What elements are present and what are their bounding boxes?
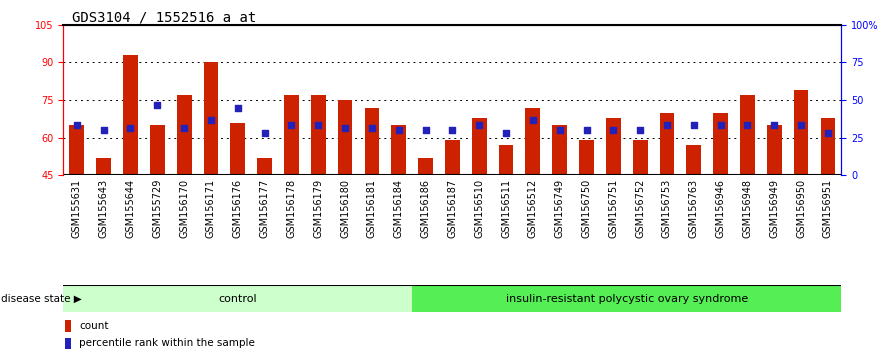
Bar (391, 125, 406, 175)
Bar (499, 145, 514, 175)
Text: GSM156763: GSM156763 (689, 178, 699, 238)
Bar (767, 125, 781, 175)
Bar (65, 320, 71, 332)
Bar (606, 118, 621, 175)
Bar (579, 140, 594, 175)
Point (70, 122, 84, 128)
Bar (311, 95, 326, 175)
Text: GSM156176: GSM156176 (233, 178, 243, 238)
Bar (418, 158, 433, 175)
Point (472, 122, 486, 128)
Point (338, 125, 352, 130)
Text: insulin-resistant polycystic ovary syndrome: insulin-resistant polycystic ovary syndr… (506, 293, 748, 304)
Point (580, 127, 594, 133)
Text: GSM156948: GSM156948 (743, 178, 752, 238)
Point (392, 127, 406, 133)
Point (767, 122, 781, 128)
Point (794, 122, 808, 128)
Bar (337, 100, 352, 175)
Text: count: count (79, 321, 108, 331)
Bar (177, 95, 191, 175)
Point (151, 102, 165, 108)
Bar (96, 158, 111, 175)
Bar (284, 95, 299, 175)
Text: GSM156752: GSM156752 (635, 178, 645, 238)
Text: GSM156180: GSM156180 (340, 178, 350, 238)
Bar (231, 122, 245, 175)
Bar (63, 286, 412, 312)
Bar (740, 95, 755, 175)
Point (606, 127, 620, 133)
Text: GSM156511: GSM156511 (501, 178, 511, 238)
Bar (660, 113, 674, 175)
Bar (65, 338, 71, 349)
Text: GSM156184: GSM156184 (394, 178, 403, 238)
Point (445, 127, 460, 133)
Point (365, 125, 379, 130)
Point (740, 122, 754, 128)
Text: GSM155729: GSM155729 (152, 178, 162, 238)
Point (526, 117, 540, 123)
Point (687, 122, 701, 128)
Text: GSM156751: GSM156751 (609, 178, 618, 238)
Point (821, 130, 835, 136)
Text: GSM156170: GSM156170 (179, 178, 189, 238)
Point (97, 127, 111, 133)
Text: GSM156749: GSM156749 (555, 178, 565, 238)
Text: GSM156171: GSM156171 (206, 178, 216, 238)
Text: GSM155643: GSM155643 (99, 178, 108, 238)
Bar (257, 158, 272, 175)
Text: GSM156950: GSM156950 (796, 178, 806, 238)
Bar (525, 108, 540, 175)
Text: GSM156951: GSM156951 (823, 178, 833, 238)
Bar (633, 140, 648, 175)
Text: GSM156753: GSM156753 (662, 178, 672, 238)
Bar (686, 145, 701, 175)
Bar (204, 62, 218, 175)
Bar (445, 140, 460, 175)
Text: GSM156949: GSM156949 (769, 178, 780, 238)
Text: GSM156179: GSM156179 (314, 178, 323, 238)
Text: GSM155631: GSM155631 (72, 178, 82, 238)
Bar (552, 125, 567, 175)
Point (123, 125, 137, 130)
Text: GSM156186: GSM156186 (420, 178, 431, 238)
Bar (412, 286, 841, 312)
Text: GSM156178: GSM156178 (286, 178, 296, 238)
Point (499, 130, 513, 136)
Text: GDS3104 / 1552516_a_at: GDS3104 / 1552516_a_at (72, 11, 256, 25)
Bar (70, 125, 85, 175)
Bar (820, 118, 835, 175)
Point (660, 122, 674, 128)
Bar (794, 90, 809, 175)
Bar (714, 113, 728, 175)
Text: control: control (218, 293, 257, 304)
Point (257, 130, 271, 136)
Point (311, 122, 325, 128)
Text: GSM156946: GSM156946 (715, 178, 726, 238)
Text: disease state ▶: disease state ▶ (1, 294, 82, 304)
Bar (365, 108, 380, 175)
Point (714, 122, 728, 128)
Text: GSM156187: GSM156187 (448, 178, 457, 238)
Point (177, 125, 191, 130)
Text: GSM156512: GSM156512 (528, 178, 538, 238)
Point (231, 105, 245, 110)
Text: GSM156177: GSM156177 (260, 178, 270, 238)
Point (204, 117, 218, 123)
Point (633, 127, 648, 133)
Text: GSM156750: GSM156750 (581, 178, 591, 238)
Bar (150, 125, 165, 175)
Text: GSM156510: GSM156510 (474, 178, 485, 238)
Text: GSM156181: GSM156181 (366, 178, 377, 238)
Point (552, 127, 566, 133)
Point (285, 122, 299, 128)
Bar (472, 118, 486, 175)
Point (418, 127, 433, 133)
Bar (123, 55, 137, 175)
Text: GSM155644: GSM155644 (125, 178, 136, 238)
Text: percentile rank within the sample: percentile rank within the sample (79, 338, 255, 348)
